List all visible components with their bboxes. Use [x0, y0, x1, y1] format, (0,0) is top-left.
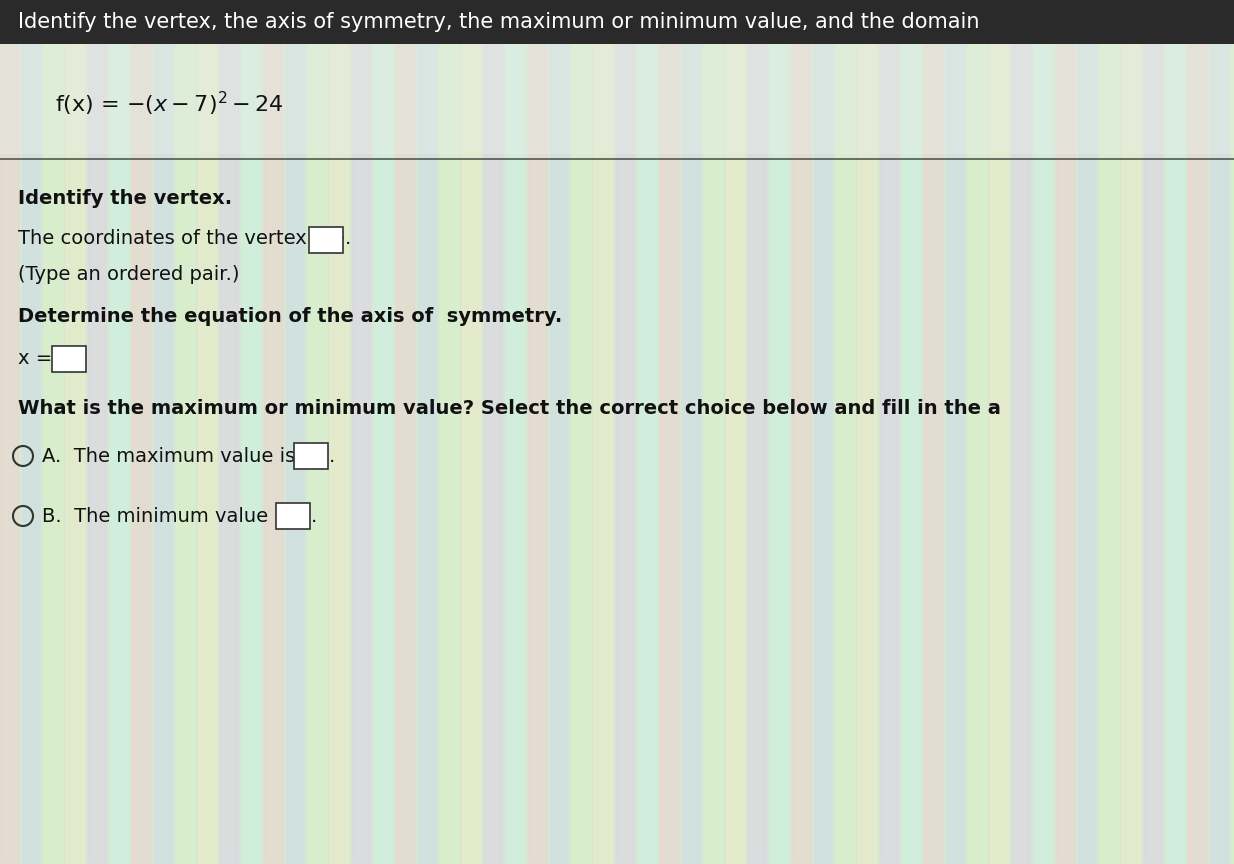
- Text: .: .: [346, 230, 352, 249]
- Bar: [814, 0, 832, 864]
- Text: B.  The minimum value is: B. The minimum value is: [42, 506, 290, 525]
- Bar: [264, 0, 283, 864]
- Bar: [1034, 0, 1053, 864]
- FancyBboxPatch shape: [308, 227, 343, 253]
- Bar: [132, 0, 151, 864]
- Bar: [835, 0, 854, 864]
- Bar: [22, 0, 39, 864]
- Bar: [242, 0, 260, 864]
- Bar: [946, 0, 964, 864]
- Bar: [308, 0, 326, 864]
- Bar: [286, 0, 304, 864]
- Bar: [902, 0, 921, 864]
- FancyBboxPatch shape: [276, 503, 310, 529]
- Bar: [44, 0, 62, 864]
- Bar: [1012, 0, 1030, 864]
- FancyBboxPatch shape: [0, 0, 1234, 44]
- Bar: [418, 0, 436, 864]
- Bar: [1099, 0, 1118, 864]
- Bar: [990, 0, 1008, 864]
- Text: x =: x =: [19, 350, 58, 369]
- FancyBboxPatch shape: [0, 44, 1234, 154]
- Bar: [1144, 0, 1162, 864]
- Bar: [1188, 0, 1206, 864]
- Text: .: .: [311, 506, 317, 525]
- Bar: [220, 0, 238, 864]
- Bar: [880, 0, 898, 864]
- Bar: [352, 0, 370, 864]
- Text: f(x) = $-(x-7)^2-24$: f(x) = $-(x-7)^2-24$: [56, 90, 284, 118]
- Bar: [1211, 0, 1228, 864]
- Bar: [374, 0, 392, 864]
- Bar: [550, 0, 568, 864]
- Bar: [462, 0, 480, 864]
- Bar: [924, 0, 942, 864]
- Bar: [770, 0, 789, 864]
- Bar: [638, 0, 656, 864]
- Bar: [967, 0, 986, 864]
- Bar: [573, 0, 590, 864]
- Bar: [528, 0, 545, 864]
- Text: A.  The maximum value is: A. The maximum value is: [42, 447, 295, 466]
- Bar: [594, 0, 612, 864]
- Bar: [441, 0, 458, 864]
- Bar: [705, 0, 722, 864]
- Bar: [506, 0, 524, 864]
- Bar: [329, 0, 348, 864]
- Bar: [396, 0, 413, 864]
- Bar: [1122, 0, 1140, 864]
- Text: Identify the vertex.: Identify the vertex.: [19, 189, 232, 208]
- Bar: [88, 0, 106, 864]
- Text: (Type an ordered pair.): (Type an ordered pair.): [19, 264, 239, 283]
- Bar: [858, 0, 876, 864]
- Bar: [0, 0, 19, 864]
- Bar: [176, 0, 194, 864]
- Bar: [154, 0, 172, 864]
- FancyBboxPatch shape: [52, 346, 86, 372]
- FancyBboxPatch shape: [294, 443, 328, 469]
- Bar: [65, 0, 84, 864]
- Bar: [1056, 0, 1074, 864]
- Text: .: .: [329, 447, 336, 466]
- Bar: [748, 0, 766, 864]
- Text: What is the maximum or minimum value? Select the correct choice below and fill i: What is the maximum or minimum value? Se…: [19, 399, 1001, 418]
- Bar: [110, 0, 128, 864]
- Bar: [1079, 0, 1096, 864]
- Bar: [660, 0, 677, 864]
- Bar: [792, 0, 810, 864]
- Bar: [197, 0, 216, 864]
- Text: Identify the vertex, the axis of symmetry, the maximum or minimum value, and the: Identify the vertex, the axis of symmetr…: [19, 12, 980, 32]
- Text: The coordinates of the vertex are: The coordinates of the vertex are: [19, 230, 344, 249]
- Bar: [616, 0, 634, 864]
- Bar: [726, 0, 744, 864]
- Bar: [484, 0, 502, 864]
- Bar: [1166, 0, 1183, 864]
- Bar: [682, 0, 700, 864]
- Bar: [1232, 0, 1234, 864]
- Text: Determine the equation of the axis of  symmetry.: Determine the equation of the axis of sy…: [19, 307, 563, 326]
